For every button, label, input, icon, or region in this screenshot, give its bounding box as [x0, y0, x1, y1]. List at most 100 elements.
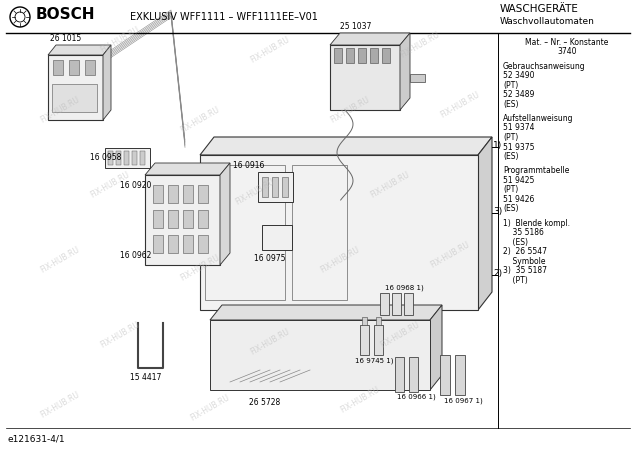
Bar	[153, 185, 163, 203]
Text: (PT): (PT)	[503, 185, 518, 194]
Text: FIX-HUB.RU: FIX-HUB.RU	[99, 25, 141, 55]
Text: 51 9374: 51 9374	[503, 123, 534, 132]
Bar	[140, 151, 145, 165]
Text: 16 0968 1): 16 0968 1)	[385, 284, 424, 291]
Bar	[392, 293, 401, 315]
Bar	[205, 165, 285, 300]
Bar	[105, 148, 150, 168]
Text: FIX-HUB.RU: FIX-HUB.RU	[189, 393, 232, 423]
Polygon shape	[145, 163, 230, 175]
Text: FIX-HUB.RU: FIX-HUB.RU	[179, 105, 221, 135]
Text: FIX-HUB.RU: FIX-HUB.RU	[39, 245, 81, 275]
Text: FIX-HUB.RU: FIX-HUB.RU	[329, 95, 371, 125]
Text: FIX-HUB.RU: FIX-HUB.RU	[249, 35, 291, 65]
Polygon shape	[103, 45, 111, 120]
Bar	[200, 155, 478, 310]
Text: (ES): (ES)	[503, 100, 518, 109]
Text: 16 9745 1): 16 9745 1)	[355, 357, 394, 364]
Polygon shape	[210, 305, 442, 320]
Text: 15 4417: 15 4417	[130, 373, 162, 382]
Text: 16 0916: 16 0916	[233, 161, 265, 170]
Text: FIX-HUB.RU: FIX-HUB.RU	[99, 320, 141, 350]
Text: 26 1015: 26 1015	[50, 34, 81, 43]
Bar	[183, 185, 193, 203]
Bar	[370, 48, 378, 63]
Text: Gebrauchsanweisung: Gebrauchsanweisung	[503, 62, 586, 71]
Text: FIX-HUB.RU: FIX-HUB.RU	[179, 253, 221, 283]
Text: Waschvollautomaten: Waschvollautomaten	[500, 17, 595, 26]
Bar	[440, 355, 450, 395]
Text: Symbole: Symbole	[503, 256, 546, 266]
Bar	[168, 210, 178, 228]
Text: BOSCH: BOSCH	[36, 7, 95, 22]
Text: (ES): (ES)	[503, 238, 528, 247]
Text: 51 9426: 51 9426	[503, 195, 534, 204]
Polygon shape	[330, 33, 410, 45]
Text: Aufstellanweisung: Aufstellanweisung	[503, 114, 574, 123]
Bar	[380, 293, 389, 315]
Text: 1): 1)	[493, 141, 502, 150]
Bar	[282, 177, 288, 197]
Bar	[53, 60, 63, 75]
Text: 3)  35 5187: 3) 35 5187	[503, 266, 547, 275]
Text: 3): 3)	[493, 207, 502, 216]
Bar	[52, 84, 97, 112]
Text: (ES): (ES)	[503, 152, 518, 161]
Bar	[409, 357, 418, 392]
Text: FIX-HUB.RU: FIX-HUB.RU	[39, 95, 81, 125]
Text: 16 0958: 16 0958	[90, 153, 121, 162]
Text: 26 5728: 26 5728	[249, 398, 280, 407]
Text: 35 5186: 35 5186	[503, 228, 544, 237]
Bar	[85, 60, 95, 75]
Bar	[48, 55, 103, 120]
Text: 25 1037: 25 1037	[340, 22, 371, 31]
Text: FIX-HUB.RU: FIX-HUB.RU	[339, 385, 381, 415]
Text: FIX-HUB.RU: FIX-HUB.RU	[89, 170, 131, 200]
Text: 2): 2)	[493, 269, 502, 278]
Bar	[360, 325, 369, 355]
Text: FIX-HUB.RU: FIX-HUB.RU	[429, 240, 471, 270]
Text: Programmtabelle: Programmtabelle	[503, 166, 569, 175]
Text: 51 9425: 51 9425	[503, 176, 534, 185]
Text: e121631-4/1: e121631-4/1	[8, 435, 66, 444]
Text: 1)  Blende kompl.: 1) Blende kompl.	[503, 219, 570, 228]
Text: (PT): (PT)	[503, 81, 518, 90]
Text: 52 3489: 52 3489	[503, 90, 534, 99]
Bar	[116, 151, 121, 165]
Text: (ES): (ES)	[503, 204, 518, 213]
Bar	[455, 355, 465, 395]
Bar	[374, 325, 383, 355]
Bar	[183, 210, 193, 228]
Bar	[330, 45, 400, 110]
Text: (PT): (PT)	[503, 275, 528, 284]
Text: 16 0967 1): 16 0967 1)	[444, 397, 483, 404]
Bar	[168, 185, 178, 203]
Text: 16 0962: 16 0962	[120, 251, 151, 260]
Bar	[382, 48, 390, 63]
Bar	[168, 235, 178, 253]
Text: WASCHGERÄTE: WASCHGERÄTE	[500, 4, 579, 14]
Text: 3740: 3740	[557, 48, 577, 57]
Text: 52 3490: 52 3490	[503, 71, 534, 80]
Text: Mat. – Nr. – Konstante: Mat. – Nr. – Konstante	[525, 38, 609, 47]
Text: FIX-HUB.RU: FIX-HUB.RU	[399, 30, 441, 60]
Bar	[362, 317, 367, 325]
Bar	[346, 48, 354, 63]
Bar	[183, 235, 193, 253]
Text: 51 9375: 51 9375	[503, 143, 534, 152]
Bar	[258, 172, 293, 202]
Bar	[145, 175, 220, 265]
Polygon shape	[400, 33, 410, 110]
Bar	[198, 185, 208, 203]
Bar	[124, 151, 129, 165]
Text: FIX-HUB.RU: FIX-HUB.RU	[234, 177, 276, 207]
Text: (PT): (PT)	[503, 133, 518, 142]
Bar	[358, 48, 366, 63]
Text: 2)  26 5547: 2) 26 5547	[503, 247, 547, 256]
Bar	[334, 48, 342, 63]
Bar	[410, 74, 425, 82]
Bar	[395, 357, 404, 392]
Text: FIX-HUB.RU: FIX-HUB.RU	[249, 327, 291, 357]
Bar	[272, 177, 278, 197]
Polygon shape	[200, 137, 492, 155]
